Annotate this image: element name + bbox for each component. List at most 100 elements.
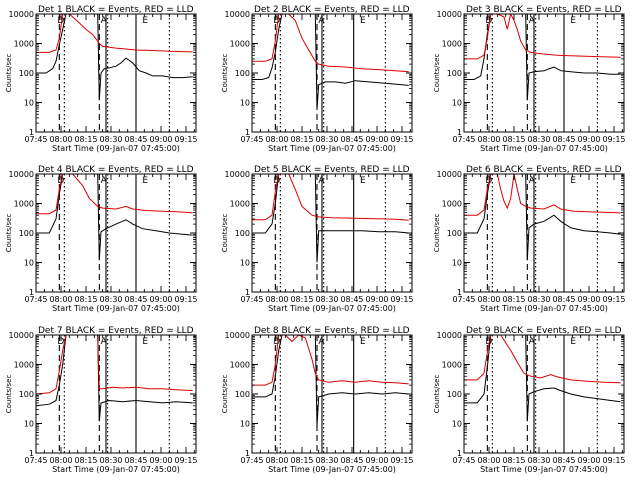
x-tick-label: 09:00: [149, 135, 172, 144]
y-tick-label: 10000: [437, 10, 462, 19]
x-tick-label: 09:00: [149, 456, 172, 465]
x-tick-label: 09:15: [602, 135, 625, 144]
y-tick-label: 100: [19, 69, 34, 78]
marker-label: A: [318, 16, 325, 26]
y-tick-label: 10: [24, 259, 34, 268]
x-tick-label: 09:00: [577, 295, 600, 304]
y-tick-label: 1000: [14, 40, 34, 49]
panel-title: Det 9 BLACK = Events, RED = LLD: [466, 326, 622, 336]
y-tick-label: 100: [19, 229, 34, 238]
events-series-line: [464, 14, 621, 101]
marker-label: A: [529, 337, 536, 347]
plot-frame: [251, 173, 413, 293]
marker-label: E: [360, 337, 366, 347]
plot-frame: [463, 334, 625, 454]
x-tick-label: 09:00: [365, 456, 388, 465]
x-tick-label: 08:30: [99, 135, 122, 144]
y-axis-label: Counts/sec: [5, 214, 13, 253]
x-tick-label: 08:45: [340, 135, 363, 144]
events-series-line: [464, 335, 621, 422]
x-tick-label: 09:15: [602, 295, 625, 304]
events-series-line: [252, 14, 409, 110]
marker-label: D: [273, 176, 280, 186]
y-tick-label: 1: [457, 128, 462, 137]
y-tick-label: 10: [240, 99, 250, 108]
x-tick-label: 08:00: [49, 456, 72, 465]
y-tick-label: 1: [29, 449, 34, 458]
x-tick-label: 08:15: [290, 135, 313, 144]
x-tick-label: 08:45: [552, 456, 575, 465]
y-tick-label: 1000: [230, 361, 250, 370]
x-tick-label: 07:45: [24, 295, 47, 304]
x-tick-label: 07:45: [240, 135, 263, 144]
y-tick-label: 10: [240, 420, 250, 429]
x-tick-label: 08:15: [74, 295, 97, 304]
y-tick-label: 10000: [9, 10, 34, 19]
marker-label: E: [360, 176, 366, 186]
x-tick-label: 09:00: [149, 295, 172, 304]
x-tick-label: 08:15: [502, 456, 525, 465]
x-tick-label: 09:15: [174, 456, 197, 465]
lld-series-line: [464, 14, 621, 60]
x-tick-label: 08:30: [315, 135, 338, 144]
y-axis-label: Counts/sec: [433, 54, 441, 93]
x-tick-label: 08:30: [527, 295, 550, 304]
y-tick-label: 10000: [437, 170, 462, 179]
x-tick-label: 08:30: [527, 456, 550, 465]
x-axis-label: Start Time (09-Jan-07 07:45:00): [52, 304, 180, 313]
y-axis-label: Counts/sec: [5, 375, 13, 414]
panel-title: Det 4 BLACK = Events, RED = LLD: [38, 165, 194, 175]
panel-title: Det 7 BLACK = Events, RED = LLD: [38, 326, 194, 336]
x-tick-label: 09:15: [174, 295, 197, 304]
y-tick-label: 1000: [14, 361, 34, 370]
y-axis-label: Counts/sec: [221, 54, 229, 93]
y-tick-label: 1000: [230, 40, 250, 49]
x-tick-label: 08:15: [290, 295, 313, 304]
x-tick-label: 07:45: [240, 295, 263, 304]
x-tick-label: 08:45: [340, 295, 363, 304]
y-tick-label: 100: [235, 390, 250, 399]
x-tick-label: 07:45: [24, 456, 47, 465]
y-tick-label: 10000: [225, 170, 250, 179]
panel-title: Det 8 BLACK = Events, RED = LLD: [254, 326, 410, 336]
marker-label: A: [529, 16, 536, 26]
marker-label: E: [570, 337, 576, 347]
events-series-line: [36, 174, 193, 261]
panel-title: Det 3 BLACK = Events, RED = LLD: [466, 5, 622, 15]
x-tick-label: 09:15: [390, 456, 413, 465]
x-tick-label: 08:15: [74, 135, 97, 144]
x-tick-label: 09:00: [577, 456, 600, 465]
x-tick-label: 08:30: [315, 456, 338, 465]
lld-series-line: [464, 174, 621, 216]
y-tick-label: 1000: [14, 200, 34, 209]
x-tick-label: 08:00: [49, 135, 72, 144]
marker-label: E: [142, 16, 148, 26]
lld-series-line: [36, 174, 193, 215]
x-tick-label: 08:15: [74, 456, 97, 465]
lld-series-line: [252, 174, 409, 221]
y-tick-label: 10000: [437, 331, 462, 340]
y-tick-label: 10000: [9, 170, 34, 179]
x-tick-label: 09:00: [577, 135, 600, 144]
x-tick-label: 07:45: [452, 456, 475, 465]
x-tick-label: 09:00: [365, 135, 388, 144]
x-tick-label: 08:45: [124, 135, 147, 144]
lld-series-line: [36, 335, 193, 395]
y-tick-label: 10: [240, 259, 250, 268]
x-tick-label: 08:45: [552, 135, 575, 144]
x-tick-label: 09:00: [365, 295, 388, 304]
y-tick-label: 100: [235, 229, 250, 238]
x-tick-label: 09:15: [174, 135, 197, 144]
marker-label: D: [57, 16, 64, 26]
x-tick-label: 08:30: [527, 135, 550, 144]
y-axis-label: Counts/sec: [221, 214, 229, 253]
y-tick-label: 1: [245, 288, 250, 297]
panel-title: Det 6 BLACK = Events, RED = LLD: [466, 165, 622, 175]
marker-label: E: [142, 337, 148, 347]
x-tick-label: 08:45: [340, 456, 363, 465]
